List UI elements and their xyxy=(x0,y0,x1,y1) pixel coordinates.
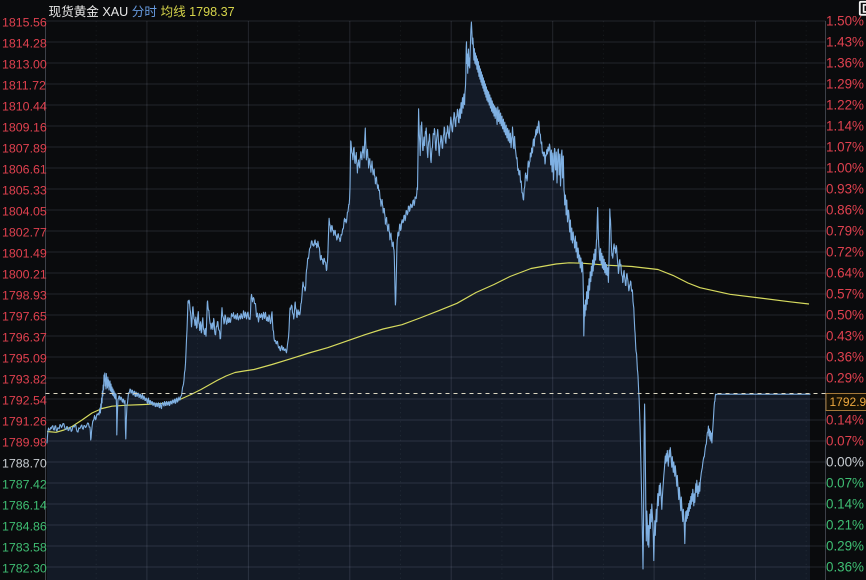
svg-text:1807.89: 1807.89 xyxy=(2,141,47,155)
svg-text:0.50%: 0.50% xyxy=(826,308,864,323)
svg-text:1795.09: 1795.09 xyxy=(2,351,47,365)
svg-text:现货黄金 XAU 分时 均线 1798.37: 现货黄金 XAU 分时 均线 1798.37 xyxy=(49,4,235,19)
svg-text:0.64%: 0.64% xyxy=(826,266,864,281)
svg-text:1786.14: 1786.14 xyxy=(2,498,47,512)
svg-text:0.14%: 0.14% xyxy=(826,497,864,512)
svg-text:1804.05: 1804.05 xyxy=(2,204,47,218)
svg-text:1792.54: 1792.54 xyxy=(2,393,47,407)
svg-text:0.21%: 0.21% xyxy=(826,518,864,533)
svg-text:1811.72: 1811.72 xyxy=(2,78,46,92)
svg-text:1802.77: 1802.77 xyxy=(2,225,47,239)
svg-text:0.36%: 0.36% xyxy=(826,560,864,575)
svg-text:0.14%: 0.14% xyxy=(826,413,864,428)
svg-text:1796.37: 1796.37 xyxy=(2,330,47,344)
svg-text:1783.58: 1783.58 xyxy=(2,540,47,554)
svg-text:1.50%: 1.50% xyxy=(826,14,864,29)
svg-text:1797.65: 1797.65 xyxy=(2,309,47,323)
svg-text:1.22%: 1.22% xyxy=(826,98,864,113)
svg-text:0.79%: 0.79% xyxy=(826,224,864,239)
svg-text:1815.56: 1815.56 xyxy=(2,15,47,29)
svg-text:1789.98: 1789.98 xyxy=(2,435,47,449)
svg-text:0.29%: 0.29% xyxy=(826,371,864,386)
svg-text:1813.00: 1813.00 xyxy=(2,57,47,71)
svg-text:0.36%: 0.36% xyxy=(826,350,864,365)
svg-text:1.07%: 1.07% xyxy=(826,140,864,155)
svg-text:1.43%: 1.43% xyxy=(826,35,864,50)
svg-text:1810.44: 1810.44 xyxy=(2,99,47,113)
svg-text:0.07%: 0.07% xyxy=(826,434,864,449)
svg-text:0.93%: 0.93% xyxy=(826,182,864,197)
svg-text:0.43%: 0.43% xyxy=(826,329,864,344)
svg-text:1787.42: 1787.42 xyxy=(2,477,47,491)
svg-text:1782.30: 1782.30 xyxy=(2,561,47,575)
svg-text:1.29%: 1.29% xyxy=(826,77,864,92)
svg-text:1791.26: 1791.26 xyxy=(2,414,47,428)
svg-text:1801.49: 1801.49 xyxy=(2,246,47,260)
svg-text:1793.82: 1793.82 xyxy=(2,372,47,386)
svg-text:1809.16: 1809.16 xyxy=(2,120,47,134)
svg-text:0.29%: 0.29% xyxy=(826,539,864,554)
svg-text:1814.28: 1814.28 xyxy=(2,36,47,50)
svg-text:0.72%: 0.72% xyxy=(826,245,864,260)
svg-text:1.00%: 1.00% xyxy=(826,161,864,176)
svg-text:0.07%: 0.07% xyxy=(826,476,864,491)
svg-text:0.00%: 0.00% xyxy=(826,455,864,470)
svg-text:0.57%: 0.57% xyxy=(826,287,864,302)
svg-text:0.86%: 0.86% xyxy=(826,203,864,218)
svg-text:1800.21: 1800.21 xyxy=(2,267,47,281)
svg-text:1.14%: 1.14% xyxy=(826,119,864,134)
svg-text:1792.9: 1792.9 xyxy=(830,395,866,409)
svg-text:1.36%: 1.36% xyxy=(826,56,864,71)
svg-text:1806.61: 1806.61 xyxy=(2,162,47,176)
svg-text:1798.93: 1798.93 xyxy=(2,288,47,302)
svg-text:1805.33: 1805.33 xyxy=(2,183,47,197)
svg-text:1784.86: 1784.86 xyxy=(2,519,47,533)
svg-text:1788.70: 1788.70 xyxy=(2,456,47,470)
